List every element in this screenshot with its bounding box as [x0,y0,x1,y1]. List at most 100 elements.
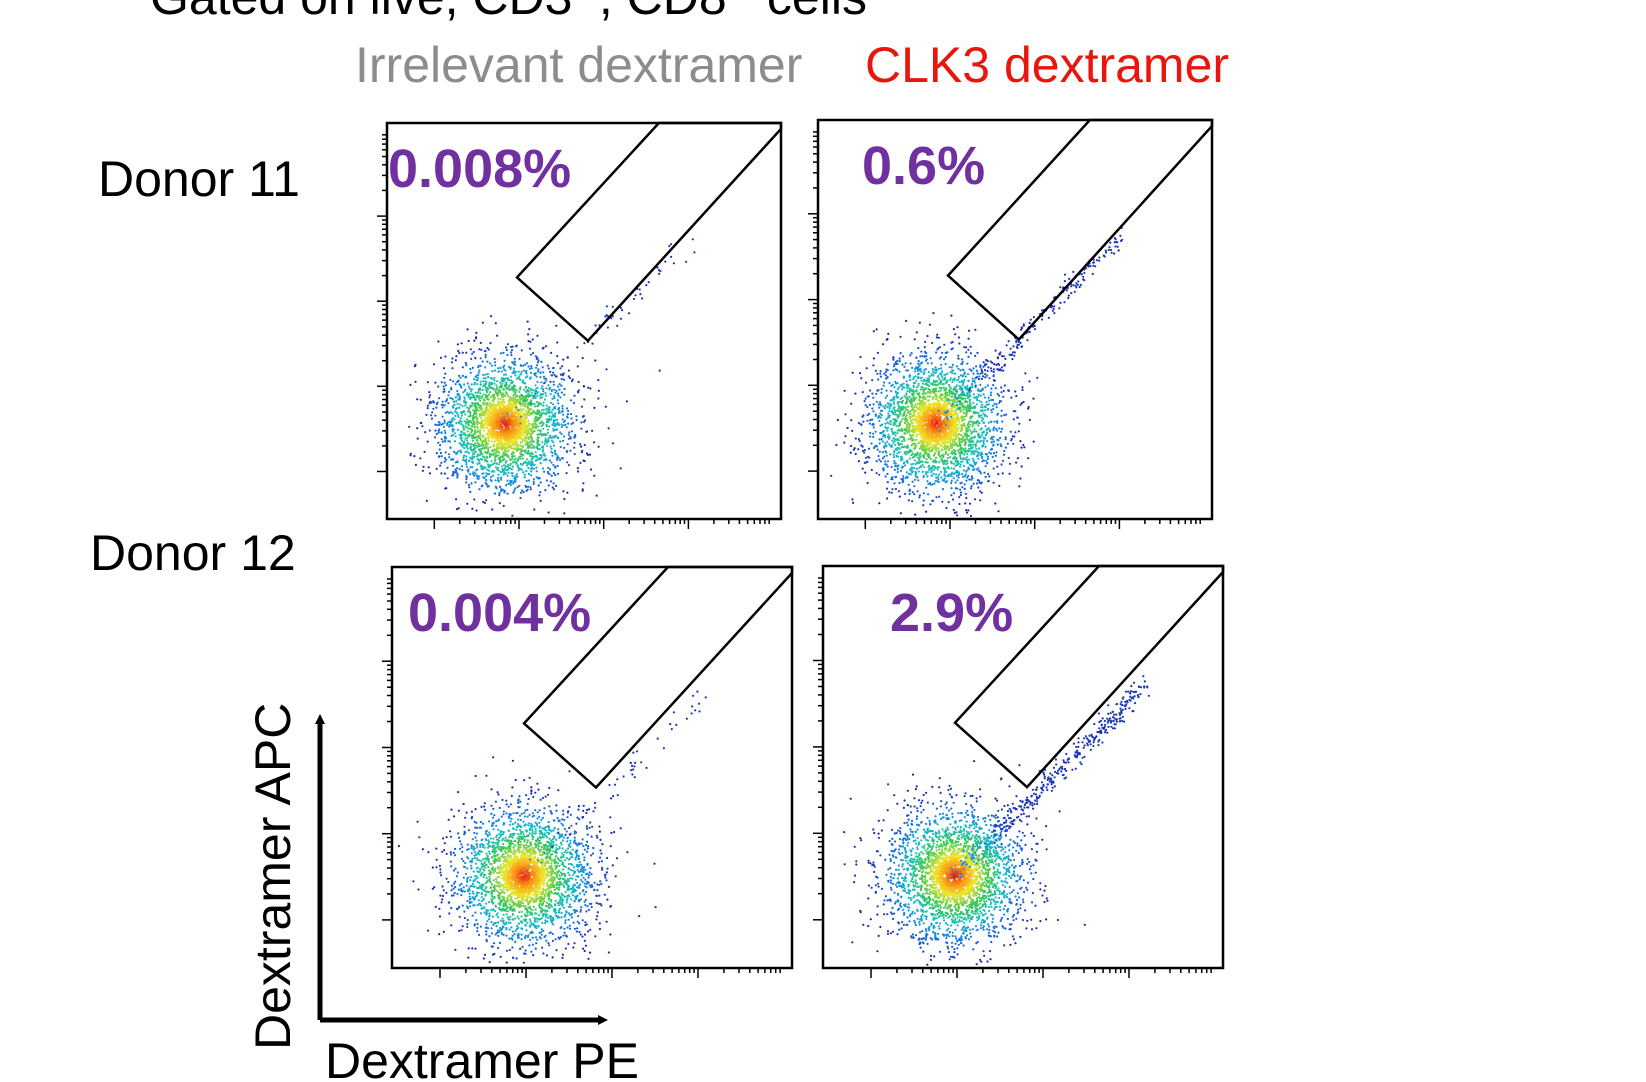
event-dot [535,466,538,469]
event-dot [576,467,580,470]
event-dot [965,435,969,438]
event-dot [481,472,484,475]
event-dot [670,255,673,258]
event-dot [907,499,910,502]
event-dot [923,392,926,395]
event-dot [906,419,909,422]
event-dot [558,388,561,391]
event-dot [530,423,533,426]
event-dot [960,358,964,361]
event-dot [544,391,547,394]
event-dot [474,391,477,394]
event-dot [535,375,538,378]
event-dot [949,377,953,380]
event-dot [575,418,578,422]
event-dot [491,469,495,472]
event-dot [968,399,972,402]
event-dot [987,403,990,406]
event-dot [939,397,942,400]
event-dot [525,479,528,483]
event-dot [492,399,495,403]
event-dot [880,388,883,391]
event-dot [500,379,503,382]
event-dot [876,351,880,354]
event-dot [446,410,449,413]
event-dot [550,351,553,354]
event-dot [870,442,873,445]
event-dot [444,451,447,454]
event-dot [886,337,889,341]
event-dot [853,447,856,450]
event-dot [958,451,961,454]
event-dot [459,417,462,420]
event-dot [604,405,607,408]
event-dot [889,423,893,426]
event-dot [954,460,957,463]
event-dot [499,366,502,370]
event-dot [491,474,495,477]
event-dot [535,401,539,404]
event-dot [896,432,899,435]
event-dot [518,375,521,378]
event-dot [434,429,437,432]
event-dot [471,437,474,440]
event-dot [567,422,570,425]
event-dot [443,421,446,424]
event-dot [492,393,495,396]
event-dot [509,483,512,486]
event-dot [956,379,959,382]
event-dot [498,492,501,495]
event-dot [998,436,1002,440]
event-dot [892,421,896,425]
event-dot [553,415,557,418]
event-dot [963,483,966,486]
event-dot [529,486,532,489]
event-dot [922,455,925,458]
event-dot [963,371,966,374]
event-dot [863,449,867,452]
event-dot [547,384,550,387]
event-dot [922,492,925,495]
event-dot [566,443,569,446]
event-dot [992,407,995,410]
event-dot [559,445,562,449]
event-dot [502,504,505,508]
event-dot [921,392,924,395]
event-dot [476,458,479,461]
event-dot [542,446,545,449]
event-dot [1032,397,1035,400]
event-dot [465,460,468,463]
event-dot [1015,394,1018,398]
event-dot [520,453,523,456]
event-dot [481,484,484,487]
event-dot [905,392,908,395]
event-dot [561,410,564,413]
event-dot [484,350,487,353]
event-dot [471,439,474,442]
event-dot [451,412,454,415]
event-dot [1005,413,1008,416]
event-dot [500,460,503,463]
event-dot [539,376,542,379]
event-dot [919,452,922,455]
event-dot [980,456,984,459]
event-dot [464,402,467,405]
event-dot [479,380,482,383]
event-dot [461,366,464,369]
event-dot [904,362,907,365]
event-dot [894,462,897,465]
event-dot [512,428,517,432]
event-dot [911,452,915,455]
panel-2: 0.6% [808,118,1214,529]
event-dot [591,429,594,432]
event-dot [975,447,978,450]
event-dot [542,422,545,425]
event-dot [959,465,962,468]
event-dot [668,244,671,248]
event-dot [478,414,481,417]
event-dot [961,368,964,371]
event-dot [493,492,497,495]
event-dot [510,349,514,352]
event-dot [561,407,564,410]
event-dot [473,474,476,477]
